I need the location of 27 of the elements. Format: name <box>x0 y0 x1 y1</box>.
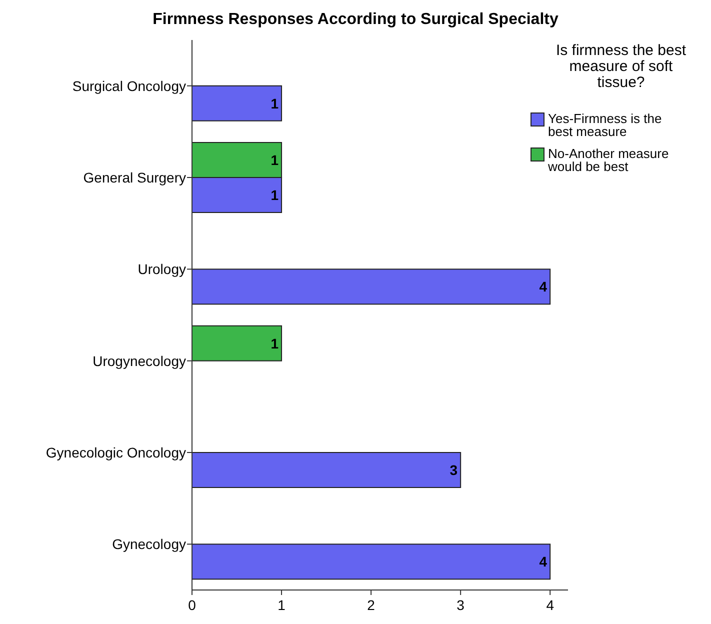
bar <box>192 544 551 580</box>
bar <box>192 325 282 362</box>
data-label: 1 <box>270 335 279 352</box>
y-tick-label: Surgical Oncology <box>72 78 186 94</box>
x-tick-label: 2 <box>367 597 376 613</box>
data-label: 1 <box>270 152 279 168</box>
legend-label: Yes-Firmness is the best measure <box>548 111 662 139</box>
bar <box>192 268 551 305</box>
x-tick-label: 3 <box>456 597 465 613</box>
y-tick-label: Gynecologic Oncology <box>46 444 186 460</box>
x-tick-label: 1 <box>278 597 286 613</box>
y-tick-label: Urogynecology <box>92 352 186 369</box>
x-tick-label: 0 <box>188 597 196 613</box>
y-tick-label: General Surgery <box>83 170 186 186</box>
bar <box>192 85 282 122</box>
data-label: 1 <box>270 187 279 203</box>
data-label: 3 <box>450 462 458 478</box>
y-tick-label: Urology <box>138 261 186 278</box>
legend-title: Is firmness the best measure of soft tissue? <box>556 42 687 91</box>
bar <box>192 452 462 488</box>
y-tick-label: Gynecology <box>112 536 186 552</box>
data-label: 4 <box>539 554 548 570</box>
x-tick-label: 4 <box>546 597 554 613</box>
chart-title: Firmness Responses According to Surgical Specialty <box>152 11 558 28</box>
legend-label: No-Another measure would be best <box>547 146 669 174</box>
data-label: 1 <box>270 95 279 112</box>
data-label: 4 <box>539 278 548 295</box>
